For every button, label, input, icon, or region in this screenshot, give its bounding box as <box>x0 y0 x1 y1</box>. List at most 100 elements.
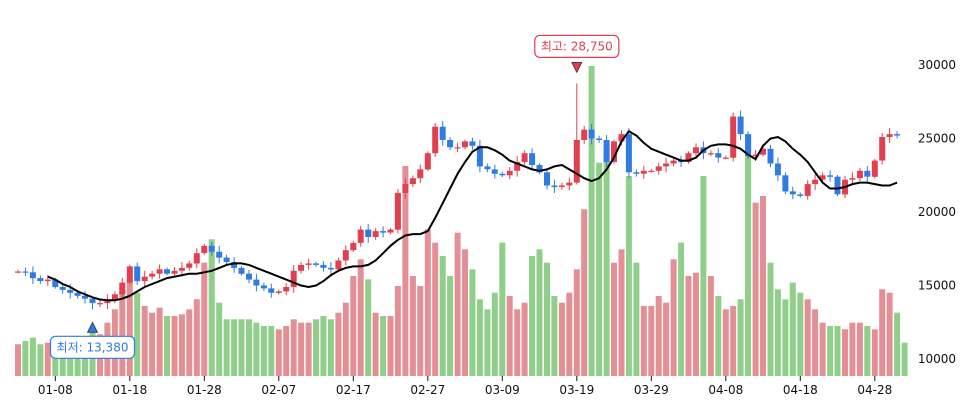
volume-bar <box>432 242 439 376</box>
volume-bar <box>663 302 670 376</box>
volume-bar <box>454 232 461 376</box>
candle-body <box>655 166 662 171</box>
volume-bar <box>514 309 521 376</box>
volume-bar <box>536 249 543 376</box>
candle-body <box>625 134 632 173</box>
volume-bar <box>544 262 550 376</box>
candle-body <box>439 126 446 140</box>
candle-body <box>29 272 36 279</box>
candle-body <box>149 273 156 277</box>
candle-body <box>387 229 394 233</box>
candle-body <box>588 129 595 139</box>
candle-body <box>186 263 193 268</box>
low-price-marker-icon <box>86 321 99 333</box>
y-tick-label: 15000 <box>918 279 956 293</box>
candle-body <box>164 269 170 274</box>
candle-body <box>849 178 856 180</box>
candle-body <box>566 182 573 186</box>
candle-body <box>52 279 59 287</box>
volume-bar <box>678 242 685 376</box>
volume-bar <box>700 176 707 376</box>
x-tick-label: 02-17 <box>336 383 371 397</box>
candle-body <box>730 116 737 158</box>
candle-body <box>201 245 208 254</box>
volume-bar <box>365 279 372 376</box>
volume-bar <box>856 322 863 376</box>
volume-bar <box>327 319 334 376</box>
x-tick-label: 03-19 <box>559 383 594 397</box>
volume-bar <box>320 316 327 376</box>
candle-body <box>119 282 126 295</box>
volume-bar <box>886 292 893 376</box>
volume-bar <box>313 319 319 376</box>
low-price-label-box <box>49 335 136 359</box>
volume-bar <box>156 307 163 376</box>
volume-bar <box>178 314 185 376</box>
candle-body <box>82 295 88 299</box>
candle-body <box>476 145 483 167</box>
candle-body <box>74 292 81 296</box>
volume-bar <box>275 329 282 376</box>
volume-bar <box>342 302 349 376</box>
volume-bar <box>59 342 66 376</box>
volume-bar <box>804 299 811 376</box>
candle-body <box>819 175 826 180</box>
candle-body <box>603 140 610 162</box>
candle-body <box>357 229 364 243</box>
candle-body <box>663 163 670 167</box>
candle-body <box>275 291 282 293</box>
candle-body <box>298 264 305 271</box>
y-axis-ticks: 30000 25000 20000 15000 10000 <box>918 58 956 366</box>
candle-body <box>253 279 260 286</box>
x-axis-ticks: 01-08 01-18 01-28 02-07 02-17 02-27 03-09 03-19… <box>38 376 892 397</box>
y-tick-label: 30000 <box>918 58 956 72</box>
candle-body <box>335 260 342 270</box>
x-tick-label: 03-29 <box>634 383 669 397</box>
candle-body <box>633 172 640 174</box>
volume-bar <box>193 299 200 376</box>
volume-bar <box>506 296 513 376</box>
candle-body <box>402 184 409 193</box>
candle-body <box>231 262 238 268</box>
volume-bar <box>596 162 603 376</box>
volume-bar <box>670 259 677 376</box>
volume-bar <box>208 239 215 376</box>
volume-bar <box>774 289 781 376</box>
candle-body <box>797 194 804 196</box>
volume-bar <box>22 341 29 376</box>
volume-bar <box>171 316 178 376</box>
candle-body <box>97 303 103 305</box>
volume-bar <box>424 229 431 376</box>
volume-bar <box>387 316 394 376</box>
x-tick-label: 03-09 <box>485 383 520 397</box>
volume-bar <box>797 292 804 376</box>
candle-body <box>715 153 722 158</box>
volume-bar <box>737 299 744 376</box>
volume-bar <box>789 282 796 376</box>
candle-body <box>67 289 74 293</box>
volume-bar <box>350 276 357 376</box>
high-price-label: 최고: 28,750 <box>541 39 613 53</box>
volume-bar <box>611 262 617 376</box>
volume-bar <box>722 309 729 376</box>
candle-body <box>722 157 729 159</box>
volume-bar <box>693 272 699 376</box>
high-price-callout: 최고: 28,750 <box>534 34 620 74</box>
volume-bar <box>752 202 759 376</box>
volume-bar <box>819 322 826 376</box>
volume-bar <box>119 289 126 376</box>
candle-body <box>208 245 215 252</box>
volume-bar <box>298 322 305 376</box>
candle-body <box>544 172 550 186</box>
volume-bars <box>15 66 908 376</box>
x-tick-label: 04-08 <box>708 383 743 397</box>
volume-bar <box>767 262 774 376</box>
candlestick-series <box>15 83 901 310</box>
candle-body <box>864 170 871 177</box>
volume-bar <box>223 319 230 376</box>
volume-bar <box>290 319 297 376</box>
volume-bar <box>685 276 692 376</box>
candle-body <box>693 147 699 154</box>
candle-body <box>834 176 841 195</box>
candle-body <box>37 278 44 281</box>
